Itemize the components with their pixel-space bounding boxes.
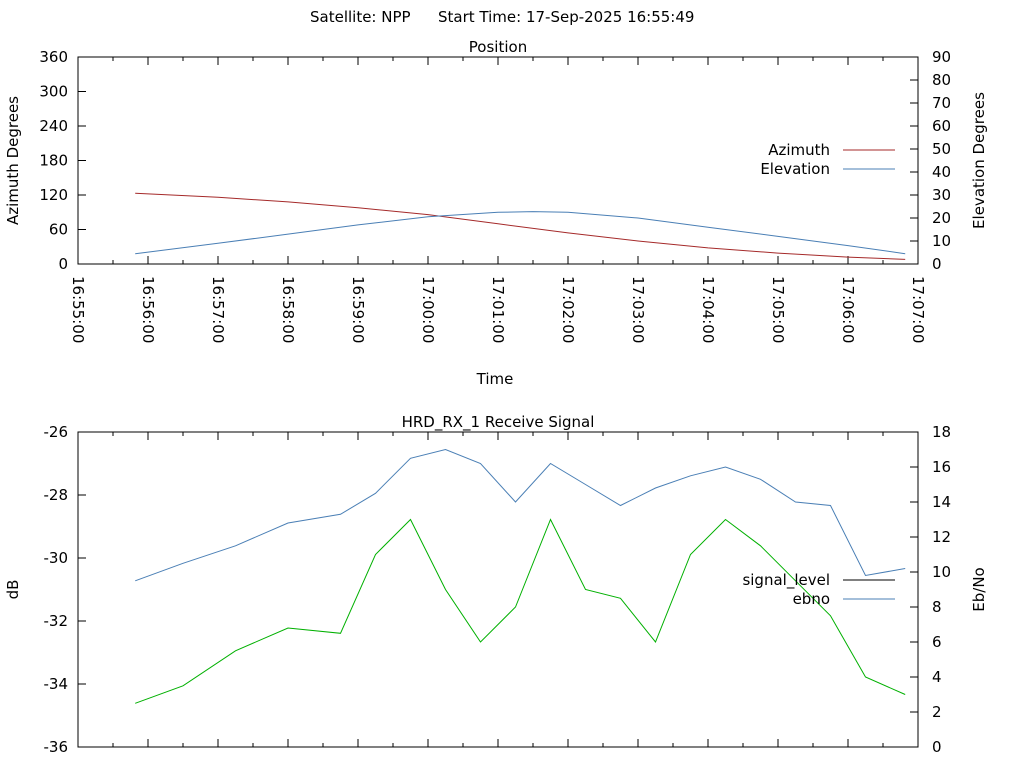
signal-y2-tick-label: 18 bbox=[932, 423, 951, 441]
signal-y-tick-label: -34 bbox=[44, 675, 69, 693]
signal-y2-tick-label: 8 bbox=[932, 598, 942, 616]
position-x-tick-label: 16:55:00 bbox=[69, 276, 87, 343]
header-start-time: Start Time: 17-Sep-2025 16:55:49 bbox=[438, 8, 694, 26]
position-title: Position bbox=[469, 38, 527, 56]
signal-ylabel: dB bbox=[4, 580, 22, 600]
position-x-tick-label: 17:01:00 bbox=[489, 276, 507, 343]
signal-y-tick-label: -28 bbox=[44, 486, 69, 504]
signal-y2-tick-label: 12 bbox=[932, 528, 951, 546]
position-y2-tick-label: 50 bbox=[932, 140, 951, 158]
position-y2-tick-label: 60 bbox=[932, 117, 951, 135]
position-xlabel: Time bbox=[476, 370, 514, 388]
position-x-tick-label: 17:05:00 bbox=[769, 276, 787, 343]
position-y2-tick-label: 40 bbox=[932, 163, 951, 181]
position-x-tick-label: 17:04:00 bbox=[699, 276, 717, 343]
position-y2-tick-label: 70 bbox=[932, 94, 951, 112]
position-legend-label: Elevation bbox=[760, 160, 830, 178]
position-y2label: Elevation Degrees bbox=[970, 92, 988, 229]
header-satellite: Satellite: NPP bbox=[310, 8, 411, 26]
position-y2-tick-label: 0 bbox=[932, 255, 942, 273]
position-y-tick-label: 300 bbox=[39, 83, 68, 101]
position-x-tick-label: 16:56:00 bbox=[139, 276, 157, 343]
position-y-tick-label: 360 bbox=[39, 48, 68, 66]
position-x-tick-label: 16:59:00 bbox=[349, 276, 367, 343]
position-x-tick-label: 17:02:00 bbox=[559, 276, 577, 343]
position-legend-label: Azimuth bbox=[768, 141, 830, 159]
signal-series-line-1 bbox=[135, 448, 906, 582]
position-y2-tick-label: 30 bbox=[932, 186, 951, 204]
signal-y2-tick-label: 10 bbox=[932, 563, 951, 581]
position-x-tick-label: 17:07:00 bbox=[909, 276, 927, 343]
position-x-tick-label: 17:03:00 bbox=[629, 276, 647, 343]
signal-y-tick-label: -30 bbox=[44, 549, 69, 567]
signal-title: HRD_RX_1 Receive Signal bbox=[402, 413, 595, 432]
signal-y-tick-label: -36 bbox=[44, 738, 69, 756]
position-y-tick-label: 60 bbox=[49, 221, 68, 239]
signal-y2-tick-label: 2 bbox=[932, 703, 942, 721]
signal-legend-label: ebno bbox=[793, 590, 830, 608]
signal-y2-tick-label: 16 bbox=[932, 458, 951, 476]
position-ylabel: Azimuth Degrees bbox=[4, 96, 22, 225]
position-y2-tick-label: 20 bbox=[932, 209, 951, 227]
position-y2-tick-label: 10 bbox=[932, 232, 951, 250]
signal-y2-tick-label: 14 bbox=[932, 493, 951, 511]
position-x-tick-label: 16:57:00 bbox=[209, 276, 227, 343]
position-y2-tick-label: 90 bbox=[932, 48, 951, 66]
position-x-tick-label: 16:58:00 bbox=[279, 276, 297, 343]
signal-y2-tick-label: 4 bbox=[932, 668, 942, 686]
signal-y2-tick-label: 6 bbox=[932, 633, 942, 651]
signal-y-tick-label: -26 bbox=[44, 423, 69, 441]
signal-series-line-2 bbox=[135, 518, 906, 704]
position-y-tick-label: 240 bbox=[39, 117, 68, 135]
position-x-tick-label: 17:00:00 bbox=[419, 276, 437, 343]
position-y-tick-label: 0 bbox=[58, 255, 68, 273]
signal-legend-label: signal_level bbox=[742, 571, 830, 590]
position-x-tick-label: 17:06:00 bbox=[839, 276, 857, 343]
position-y2-tick-label: 80 bbox=[932, 71, 951, 89]
signal-y2-tick-label: 0 bbox=[932, 738, 942, 756]
signal-y-tick-label: -32 bbox=[44, 612, 69, 630]
position-series-line-0 bbox=[135, 192, 906, 260]
signal-y2label: Eb/No bbox=[970, 567, 988, 611]
position-y-tick-label: 180 bbox=[39, 152, 68, 170]
position-y-tick-label: 120 bbox=[39, 186, 68, 204]
position-series-line-1 bbox=[135, 211, 906, 255]
